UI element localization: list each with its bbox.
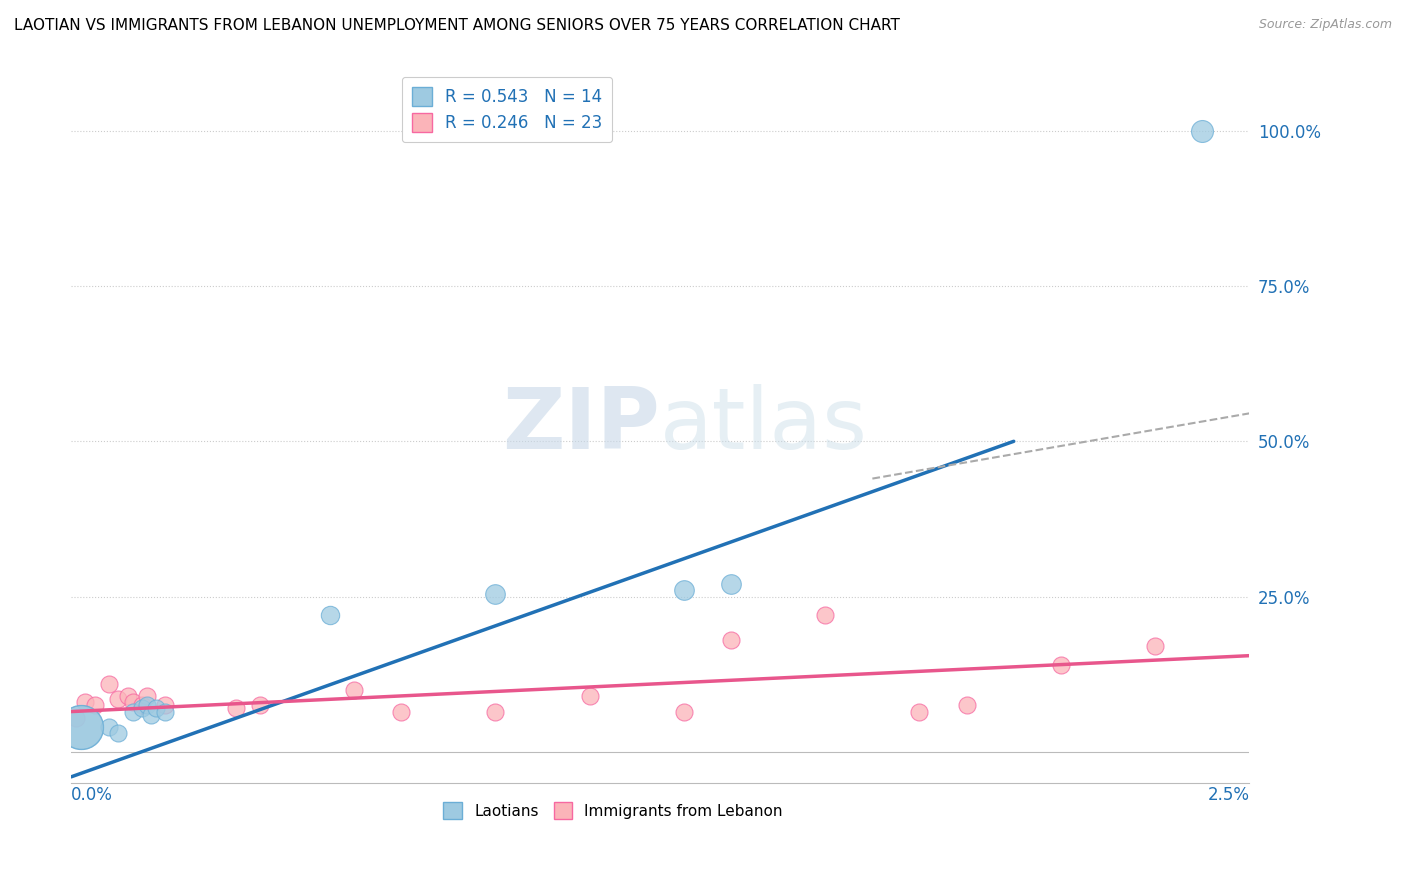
- Text: atlas: atlas: [661, 384, 869, 467]
- Point: [121, 705, 143, 719]
- Text: LAOTIAN VS IMMIGRANTS FROM LEBANON UNEMPLOYMENT AMONG SENIORS OVER 75 YEARS CORR: LAOTIAN VS IMMIGRANTS FROM LEBANON UNEMP…: [14, 18, 900, 33]
- Point: [97, 676, 120, 690]
- Point: [83, 698, 105, 713]
- Point: [141, 707, 163, 722]
- Point: [155, 698, 177, 713]
- Point: [121, 695, 143, 709]
- Point: [69, 720, 91, 734]
- Point: [135, 698, 157, 713]
- Point: [135, 689, 157, 703]
- Point: [131, 701, 153, 715]
- Point: [249, 698, 271, 713]
- Point: [955, 698, 977, 713]
- Point: [720, 577, 742, 591]
- Point: [484, 586, 506, 600]
- Point: [75, 695, 97, 709]
- Point: [107, 726, 129, 740]
- Point: [107, 692, 129, 706]
- Point: [814, 608, 837, 623]
- Point: [131, 698, 153, 713]
- Point: [389, 705, 412, 719]
- Legend: Laotians, Immigrants from Lebanon: Laotians, Immigrants from Lebanon: [437, 796, 789, 825]
- Point: [578, 689, 600, 703]
- Point: [145, 701, 167, 715]
- Text: Source: ZipAtlas.com: Source: ZipAtlas.com: [1258, 18, 1392, 31]
- Point: [1191, 123, 1213, 137]
- Text: 2.5%: 2.5%: [1208, 786, 1250, 805]
- Point: [155, 705, 177, 719]
- Point: [117, 689, 139, 703]
- Point: [225, 701, 247, 715]
- Point: [672, 705, 695, 719]
- Point: [97, 720, 120, 734]
- Text: ZIP: ZIP: [502, 384, 661, 467]
- Point: [1144, 640, 1167, 654]
- Point: [69, 720, 91, 734]
- Point: [484, 705, 506, 719]
- Point: [343, 682, 366, 697]
- Point: [908, 705, 931, 719]
- Point: [319, 608, 342, 623]
- Point: [720, 633, 742, 648]
- Point: [672, 583, 695, 598]
- Point: [65, 711, 87, 725]
- Text: 0.0%: 0.0%: [72, 786, 112, 805]
- Point: [1050, 658, 1073, 673]
